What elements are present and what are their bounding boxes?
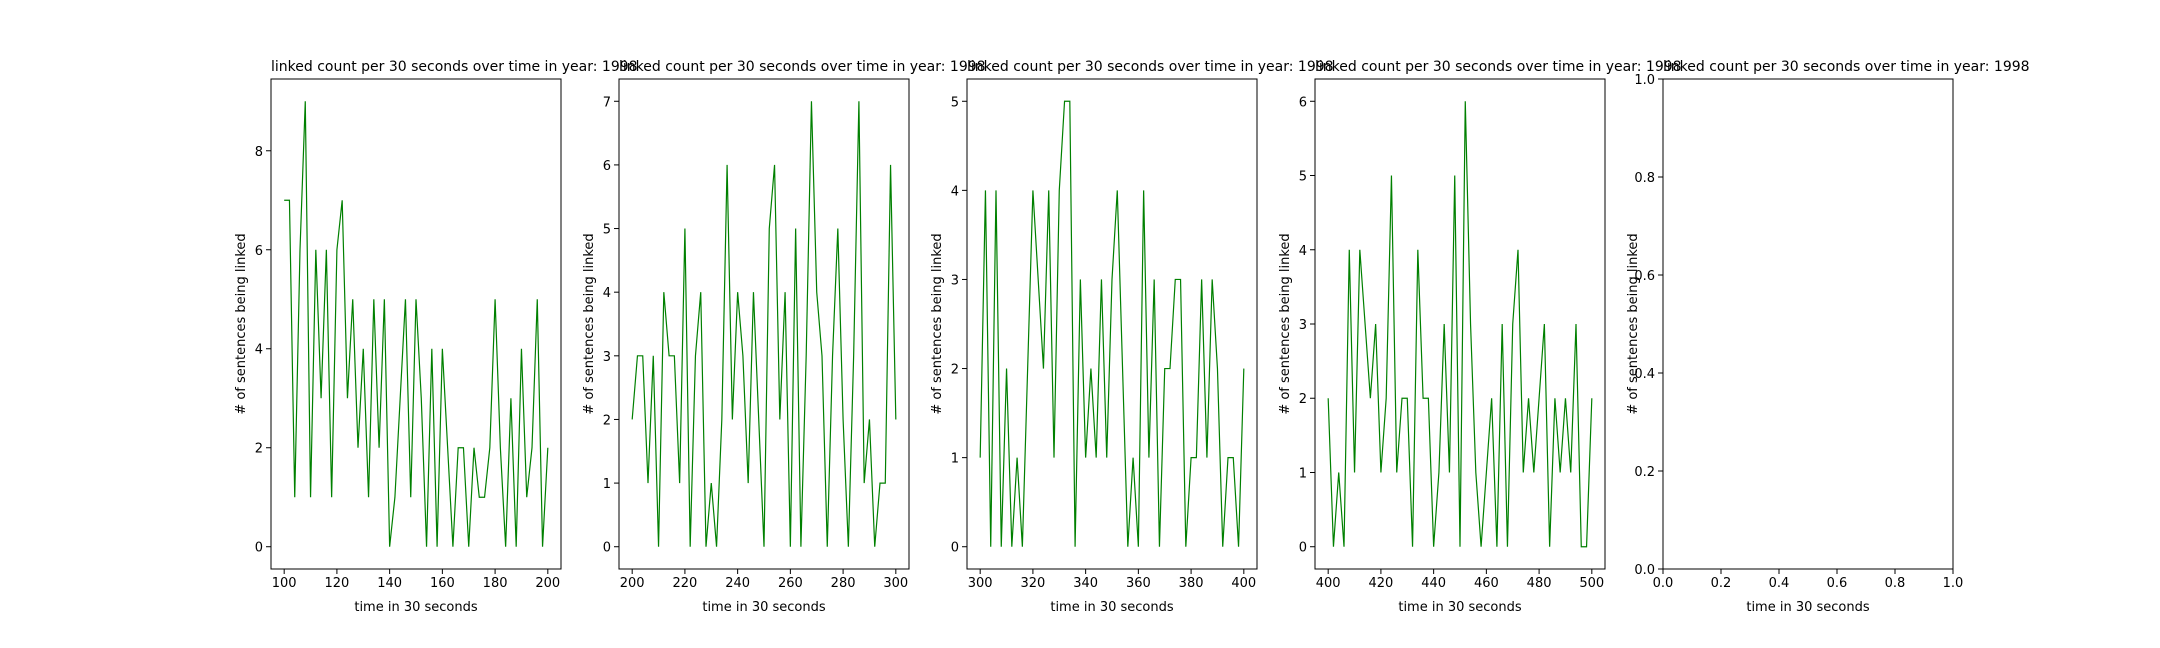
- x-axis-label: time in 30 seconds: [702, 600, 826, 615]
- y-tick-label: 0.8: [1634, 171, 1655, 186]
- y-tick-label: 4: [951, 184, 959, 199]
- x-tick-label: 440: [1421, 576, 1446, 591]
- y-axis-label: # of sentences being linked: [930, 233, 945, 414]
- y-axis-label: # of sentences being linked: [1278, 233, 1293, 414]
- x-tick-label: 0.6: [1827, 576, 1848, 591]
- x-tick-label: 0.0: [1653, 576, 1674, 591]
- x-tick-label: 260: [778, 576, 803, 591]
- x-tick-label: 300: [968, 576, 993, 591]
- y-tick-label: 4: [1299, 244, 1307, 259]
- x-tick-label: 340: [1073, 576, 1098, 591]
- y-axis-label: # of sentences being linked: [1626, 233, 1641, 414]
- x-tick-label: 320: [1020, 576, 1045, 591]
- y-tick-label: 5: [1299, 170, 1307, 185]
- x-tick-label: 500: [1579, 576, 1604, 591]
- x-tick-label: 480: [1527, 576, 1552, 591]
- y-axis-label: # of sentences being linked: [582, 233, 597, 414]
- x-tick-label: 280: [831, 576, 856, 591]
- x-tick-label: 240: [725, 576, 750, 591]
- y-tick-label: 1: [951, 452, 959, 467]
- y-tick-label: 1.0: [1634, 73, 1655, 88]
- x-tick-label: 140: [377, 576, 402, 591]
- x-tick-label: 200: [535, 576, 560, 591]
- y-tick-label: 8: [255, 145, 263, 160]
- x-tick-label: 380: [1179, 576, 1204, 591]
- y-tick-label: 0.6: [1634, 269, 1655, 284]
- y-tick-label: 0.2: [1634, 465, 1655, 480]
- x-tick-label: 400: [1316, 576, 1341, 591]
- y-tick-label: 3: [603, 350, 611, 365]
- y-tick-label: 7: [603, 95, 611, 110]
- y-tick-label: 4: [603, 286, 611, 301]
- x-tick-label: 360: [1126, 576, 1151, 591]
- x-axis-label: time in 30 seconds: [1398, 600, 1522, 615]
- y-tick-label: 0: [255, 541, 263, 556]
- chart-title: linked count per 30 seconds over time in…: [271, 59, 638, 75]
- y-tick-label: 2: [951, 363, 959, 378]
- axes-frame: [270, 78, 562, 570]
- y-tick-label: 3: [951, 273, 959, 288]
- x-tick-label: 120: [324, 576, 349, 591]
- x-tick-label: 300: [883, 576, 908, 591]
- y-tick-label: 3: [1299, 318, 1307, 333]
- axes-frame: [1314, 78, 1606, 570]
- y-tick-label: 6: [603, 159, 611, 174]
- y-tick-label: 0: [951, 541, 959, 556]
- y-tick-label: 6: [1299, 95, 1307, 110]
- y-tick-label: 1: [1299, 466, 1307, 481]
- x-tick-label: 0.4: [1769, 576, 1790, 591]
- y-tick-label: 0: [603, 541, 611, 556]
- axes-frame: [966, 78, 1258, 570]
- line: [284, 101, 549, 547]
- y-tick-label: 0: [1299, 541, 1307, 556]
- x-tick-label: 460: [1474, 576, 1499, 591]
- x-tick-label: 1.0: [1943, 576, 1964, 591]
- x-tick-label: 0.8: [1885, 576, 1906, 591]
- y-tick-label: 0.0: [1634, 563, 1655, 578]
- y-tick-label: 2: [1299, 392, 1307, 407]
- chart-title: linked count per 30 seconds over time in…: [619, 59, 986, 75]
- line: [1327, 101, 1593, 548]
- y-tick-label: 6: [255, 244, 263, 259]
- y-tick-label: 2: [603, 413, 611, 428]
- x-tick-label: 400: [1231, 576, 1256, 591]
- axes-frame: [618, 78, 910, 570]
- y-tick-label: 1: [603, 477, 611, 492]
- y-tick-label: 4: [255, 343, 263, 358]
- chart-title: linked count per 30 seconds over time in…: [967, 59, 1334, 75]
- y-axis-label: # of sentences being linked: [234, 233, 249, 414]
- y-tick-label: 0.4: [1634, 367, 1655, 382]
- x-axis-label: time in 30 seconds: [1746, 600, 1870, 615]
- y-tick-label: 2: [255, 442, 263, 457]
- axes-frame: [1662, 78, 1954, 570]
- y-tick-label: 5: [951, 95, 959, 110]
- x-tick-label: 0.2: [1711, 576, 1732, 591]
- line: [631, 101, 897, 547]
- x-tick-label: 100: [272, 576, 297, 591]
- chart-title: linked count per 30 seconds over time in…: [1315, 59, 1682, 75]
- x-axis-label: time in 30 seconds: [354, 600, 478, 615]
- x-axis-label: time in 30 seconds: [1050, 600, 1174, 615]
- x-tick-label: 420: [1368, 576, 1393, 591]
- y-tick-label: 5: [603, 223, 611, 238]
- x-tick-label: 180: [483, 576, 508, 591]
- line: [979, 100, 1245, 547]
- x-tick-label: 200: [620, 576, 645, 591]
- x-tick-label: 220: [672, 576, 697, 591]
- chart-title: linked count per 30 seconds over time in…: [1663, 59, 2030, 75]
- x-tick-label: 160: [430, 576, 455, 591]
